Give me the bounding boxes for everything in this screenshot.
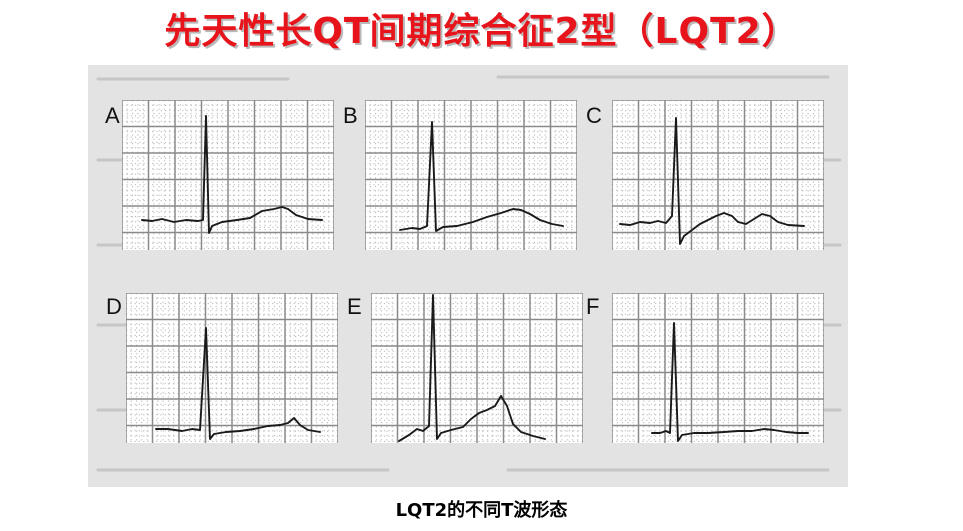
ecg-grid	[122, 100, 334, 250]
panel-label: C	[586, 103, 602, 128]
panel-label: F	[586, 294, 600, 319]
ecg-panel-a: A	[105, 100, 334, 250]
ecg-panel-c: C	[586, 100, 824, 250]
major-gridlines	[371, 293, 583, 443]
major-gridlines	[612, 100, 824, 250]
major-gridlines	[365, 100, 577, 250]
minor-gridlines	[126, 293, 338, 443]
panel-label: D	[106, 294, 122, 319]
background-text-texture	[96, 75, 842, 472]
minor-gridlines	[612, 293, 824, 443]
ecg-trace	[399, 121, 564, 232]
ecg-panel-d: D	[106, 293, 338, 443]
ecg-trace	[651, 322, 809, 442]
ecg-panel-e: E	[347, 293, 583, 443]
ecg-grid	[365, 100, 577, 250]
figure-caption: LQT2的不同T波形态	[395, 500, 568, 521]
ecg-panel-f: F	[586, 293, 824, 443]
ecg-grid	[126, 293, 338, 443]
ecg-grid	[612, 100, 824, 250]
page-title: 先天性长QT间期综合征2型（LQT2）	[164, 11, 799, 52]
ecg-trace	[155, 327, 321, 440]
minor-gridlines	[122, 100, 334, 250]
major-gridlines	[126, 293, 338, 443]
ecg-grid	[612, 293, 824, 443]
ecg-panel-b: B	[343, 100, 577, 250]
ecg-trace	[619, 117, 805, 245]
ecg-trace	[398, 294, 546, 442]
major-gridlines	[612, 293, 824, 443]
panel-label: E	[347, 294, 362, 319]
minor-gridlines	[365, 100, 577, 250]
ecg-trace	[141, 115, 323, 234]
minor-gridlines	[371, 293, 583, 443]
panel-label: B	[343, 103, 358, 128]
major-gridlines	[122, 100, 334, 250]
ecg-grid	[371, 293, 583, 443]
panel-label: A	[105, 103, 120, 128]
